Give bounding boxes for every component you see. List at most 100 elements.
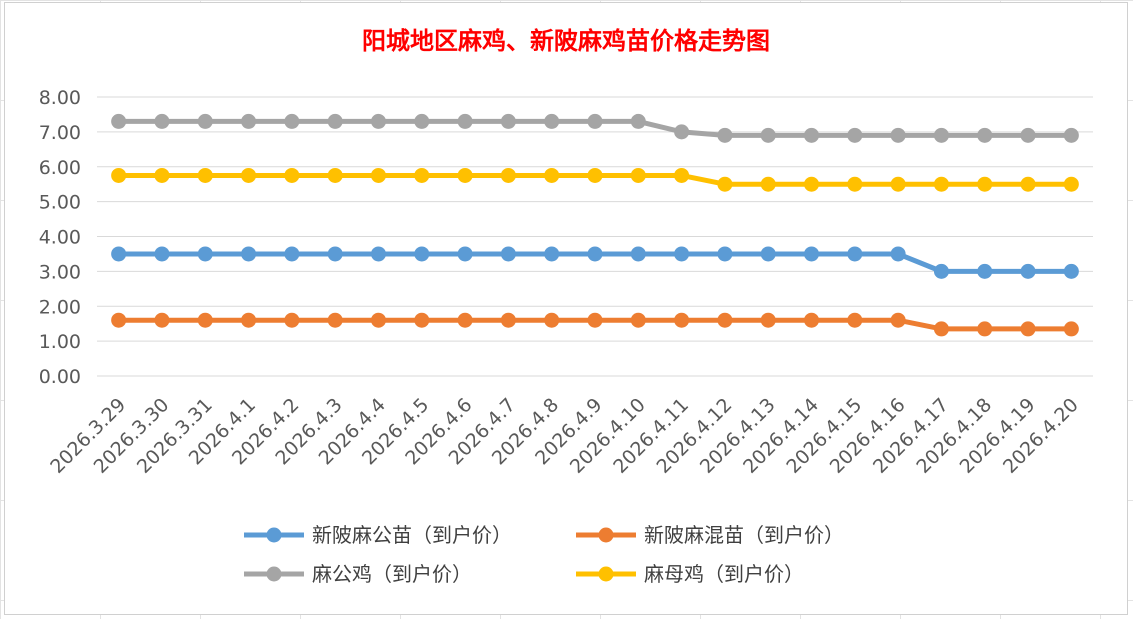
y-tick-label: 6.00 bbox=[39, 157, 81, 179]
data-point bbox=[933, 263, 949, 279]
data-point bbox=[890, 246, 906, 262]
data-point bbox=[977, 176, 993, 192]
y-tick-label: 8.00 bbox=[39, 87, 81, 109]
data-point bbox=[154, 113, 170, 129]
data-point bbox=[1063, 321, 1079, 337]
data-point bbox=[414, 312, 430, 328]
data-point bbox=[1063, 263, 1079, 279]
data-point bbox=[241, 113, 257, 129]
data-point bbox=[674, 167, 690, 183]
data-point bbox=[457, 167, 473, 183]
data-point bbox=[370, 113, 386, 129]
data-point bbox=[847, 176, 863, 192]
data-point bbox=[370, 167, 386, 183]
legend-label: 麻母鸡（到户价） bbox=[644, 562, 804, 586]
data-point bbox=[587, 246, 603, 262]
data-point bbox=[197, 113, 213, 129]
data-point bbox=[457, 312, 473, 328]
legend-item[interactable]: 麻公鸡（到户价） bbox=[244, 562, 472, 586]
data-point bbox=[414, 113, 430, 129]
data-point bbox=[544, 246, 560, 262]
series-0 bbox=[111, 246, 1079, 279]
data-point bbox=[587, 312, 603, 328]
data-point bbox=[717, 246, 733, 262]
data-point bbox=[284, 246, 300, 262]
data-point bbox=[327, 246, 343, 262]
data-point bbox=[111, 113, 127, 129]
data-point bbox=[717, 176, 733, 192]
y-axis-ticks: 0.00 1.00 2.00 3.00 4.00 5.00 6.00 7.00 8.00 bbox=[39, 87, 81, 388]
legend-item[interactable]: 新陂麻公苗（到户价） bbox=[244, 523, 512, 547]
y-tick-label: 2.00 bbox=[39, 296, 81, 318]
data-point bbox=[154, 246, 170, 262]
data-point bbox=[197, 246, 213, 262]
data-point bbox=[587, 113, 603, 129]
data-point bbox=[717, 312, 733, 328]
legend: 新陂麻公苗（到户价） 新陂麻混苗（到户价） 麻公鸡（到户价） 麻母鸡（到户价） bbox=[244, 523, 844, 586]
data-point bbox=[1063, 127, 1079, 143]
legend-label: 麻公鸡（到户价） bbox=[312, 562, 472, 586]
data-point bbox=[544, 312, 560, 328]
data-point bbox=[414, 167, 430, 183]
data-point bbox=[630, 167, 646, 183]
data-point bbox=[977, 127, 993, 143]
data-point bbox=[154, 312, 170, 328]
data-point bbox=[1020, 127, 1036, 143]
data-point bbox=[1020, 321, 1036, 337]
y-tick-label: 7.00 bbox=[39, 122, 81, 144]
data-point bbox=[111, 312, 127, 328]
data-point bbox=[933, 321, 949, 337]
legend-swatch-marker bbox=[266, 566, 282, 582]
data-point bbox=[370, 312, 386, 328]
data-point bbox=[674, 246, 690, 262]
data-point bbox=[197, 312, 213, 328]
data-point bbox=[457, 246, 473, 262]
series-3 bbox=[111, 167, 1079, 192]
data-point bbox=[847, 312, 863, 328]
y-tick-label: 0.00 bbox=[39, 366, 81, 388]
data-point bbox=[284, 113, 300, 129]
series-2 bbox=[111, 113, 1079, 143]
y-tick-label: 3.00 bbox=[39, 261, 81, 283]
chart-area[interactable] bbox=[4, 2, 1128, 615]
data-point bbox=[760, 176, 776, 192]
data-point bbox=[111, 167, 127, 183]
legend-swatch-marker bbox=[598, 527, 614, 543]
chart-title: 阳城地区麻鸡、新陂麻鸡苗价格走势图 bbox=[362, 27, 770, 55]
legend-item[interactable]: 新陂麻混苗（到户价） bbox=[576, 523, 844, 547]
data-point bbox=[500, 113, 516, 129]
data-point bbox=[241, 312, 257, 328]
data-point bbox=[847, 127, 863, 143]
data-point bbox=[804, 246, 820, 262]
data-point bbox=[327, 167, 343, 183]
data-point bbox=[760, 127, 776, 143]
data-point bbox=[674, 124, 690, 140]
data-point bbox=[1020, 263, 1036, 279]
series-lines bbox=[111, 113, 1079, 337]
data-point bbox=[717, 127, 733, 143]
legend-swatch-marker bbox=[266, 527, 282, 543]
data-point bbox=[284, 312, 300, 328]
legend-swatch-marker bbox=[598, 566, 614, 582]
data-point bbox=[414, 246, 430, 262]
data-point bbox=[457, 113, 473, 129]
data-point bbox=[977, 321, 993, 337]
data-point bbox=[630, 246, 646, 262]
data-point bbox=[804, 127, 820, 143]
data-point bbox=[284, 167, 300, 183]
data-point bbox=[1020, 176, 1036, 192]
data-point bbox=[327, 113, 343, 129]
data-point bbox=[847, 246, 863, 262]
x-axis-ticks: 2026.3.292026.3.302026.3.312026.4.12026.… bbox=[46, 394, 1083, 478]
data-point bbox=[933, 176, 949, 192]
data-point bbox=[890, 127, 906, 143]
data-point bbox=[760, 246, 776, 262]
legend-item[interactable]: 麻母鸡（到户价） bbox=[576, 562, 804, 586]
y-tick-label: 5.00 bbox=[39, 192, 81, 214]
data-point bbox=[500, 246, 516, 262]
data-point bbox=[370, 246, 386, 262]
series-1 bbox=[111, 312, 1079, 337]
data-point bbox=[760, 312, 776, 328]
data-point bbox=[544, 167, 560, 183]
